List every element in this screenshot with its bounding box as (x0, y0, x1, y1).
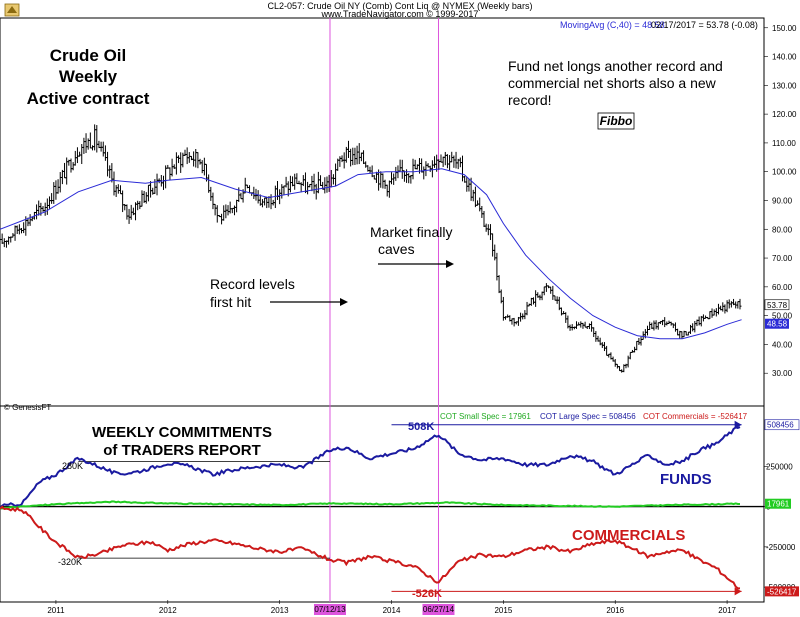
x-tick-label: 2012 (159, 606, 177, 615)
record-levels-line-1: Record levels (210, 276, 295, 292)
price-y-tick-label: 70.00 (772, 254, 793, 263)
legend-commercials: COT Commercials = -526417 (643, 412, 748, 421)
x-tick-label: 2017 (718, 606, 736, 615)
funds-record-label: 508K (408, 421, 434, 433)
svg-text:-526417: -526417 (767, 587, 797, 596)
title-line-2: Weekly (59, 67, 118, 86)
cot-title-block: WEEKLY COMMITMENTS of TRADERS REPORT (92, 424, 272, 459)
trade-navigator-logo-icon (4, 3, 20, 17)
ma-value-tag: 48.58 (765, 318, 789, 329)
price-y-axis: 30.00 40.00 50.00 60.00 70.00 80.00 90.00 100.0… (764, 24, 797, 378)
funds-prior-record-label: 280K (62, 461, 83, 471)
date-markers (329, 18, 439, 602)
commercials-last-tag: -526417 (765, 586, 799, 597)
cot-legend: COT Small Spec = 17961 COT Large Spec = … (440, 412, 748, 421)
price-y-tick-label: 110.00 (772, 139, 796, 148)
record-levels-line-2: first hit (210, 294, 251, 310)
legend-small-spec: COT Small Spec = 17961 (440, 412, 531, 421)
funds-label: FUNDS (660, 471, 712, 488)
date-marker-box (313, 604, 346, 615)
commercials-prior-record-label: -320K (58, 557, 82, 567)
date-marker-label: 07/12/13 (314, 605, 346, 614)
commercials-record-arrowhead (734, 587, 742, 596)
x-tick-label: 2013 (271, 606, 289, 615)
date-marker-box (422, 604, 455, 615)
fund-note-line-3: record! (508, 92, 552, 108)
fund-note-line-2: commercial net shorts also a new (508, 75, 717, 91)
price-y-tick-label: 60.00 (772, 283, 793, 292)
x-tick-label: 2016 (606, 606, 624, 615)
price-y-tick-label: 40.00 (772, 340, 793, 349)
cot-title-line-1: WEEKLY COMMITMENTS (92, 424, 272, 441)
record-levels-note: Record levels first hit (210, 276, 348, 310)
x-tick-label: 2014 (383, 606, 401, 615)
market-caves-arrowhead (446, 260, 454, 268)
svg-text:53.78: 53.78 (767, 301, 788, 310)
market-caves-line-1: Market finally (370, 224, 452, 240)
commercials-label: COMMERCIALS (572, 527, 685, 544)
svg-text:Fibbo: Fibbo (600, 114, 633, 128)
market-caves-line-2: caves (378, 241, 415, 257)
ma-label: MovingAvg (C,40) = 48.58 (560, 20, 665, 30)
title-line-3: Active contract (27, 89, 150, 108)
commercials-record-label: -526K (412, 588, 442, 600)
date-marker-labels: 07/12/13 06/27/14 (313, 604, 455, 615)
svg-text:17961: 17961 (767, 500, 790, 509)
cot-series-line (0, 426, 741, 509)
price-bars (0, 124, 742, 373)
funds-last-tag: 508456 (764, 419, 800, 431)
market-caves-note: Market finally caves (370, 224, 454, 268)
cot-y-tick-label: -250000 (766, 543, 796, 552)
x-tick-label: 2015 (494, 606, 512, 615)
header-copyright: www.TradeNavigator.com © 1999-2017 (321, 9, 479, 19)
price-y-tick-label: 50.00 (772, 312, 793, 321)
chart-title-block: Crude Oil Weekly Active contract (27, 46, 150, 108)
last-price-tag: 53.78 (764, 299, 790, 311)
cot-series-line (0, 500, 740, 510)
price-y-tick-label: 30.00 (772, 369, 793, 378)
price-y-tick-label: 80.00 (772, 225, 793, 234)
title-line-1: Crude Oil (50, 46, 127, 65)
x-tick-label: 2011 (47, 606, 65, 615)
fibbo-badge: Fibbo (597, 112, 635, 130)
x-axis: 2011 2012 2013 2014 2015 2016 2017 (47, 600, 737, 615)
svg-text:508456: 508456 (767, 421, 794, 430)
record-levels-arrowhead (340, 298, 348, 306)
cot-reference-lines (78, 420, 742, 596)
last-bar-label: 02/17/2017 = 53.78 (-0.08) (651, 20, 758, 30)
moving-average-line (0, 168, 742, 340)
price-y-tick-label: 150.00 (772, 24, 797, 33)
source-credit: © GenesisFT (4, 403, 51, 412)
small-spec-last-tag: 17961 (765, 498, 791, 509)
price-y-tick-label: 130.00 (772, 81, 797, 90)
date-marker-label: 06/27/14 (423, 605, 455, 614)
price-y-tick-label: 140.00 (772, 53, 797, 62)
price-y-tick-label: 100.00 (772, 168, 797, 177)
cot-series-lines (0, 426, 741, 590)
cot-y-tick-label: 250000 (766, 462, 793, 471)
price-y-tick-label: 120.00 (772, 110, 797, 119)
cot-series-line (0, 505, 741, 590)
price-y-tick-label: 90.00 (772, 196, 793, 205)
cot-title-line-2: of TRADERS REPORT (103, 442, 261, 459)
header-title: CL2-057: Crude Oil NY (Comb) Cont Liq @ … (268, 1, 533, 11)
fund-note: Fund net longs another record and commer… (508, 58, 723, 108)
svg-text:48.58: 48.58 (767, 320, 788, 329)
fund-note-line-1: Fund net longs another record and (508, 58, 723, 74)
legend-large-spec: COT Large Spec = 508456 (540, 412, 636, 421)
